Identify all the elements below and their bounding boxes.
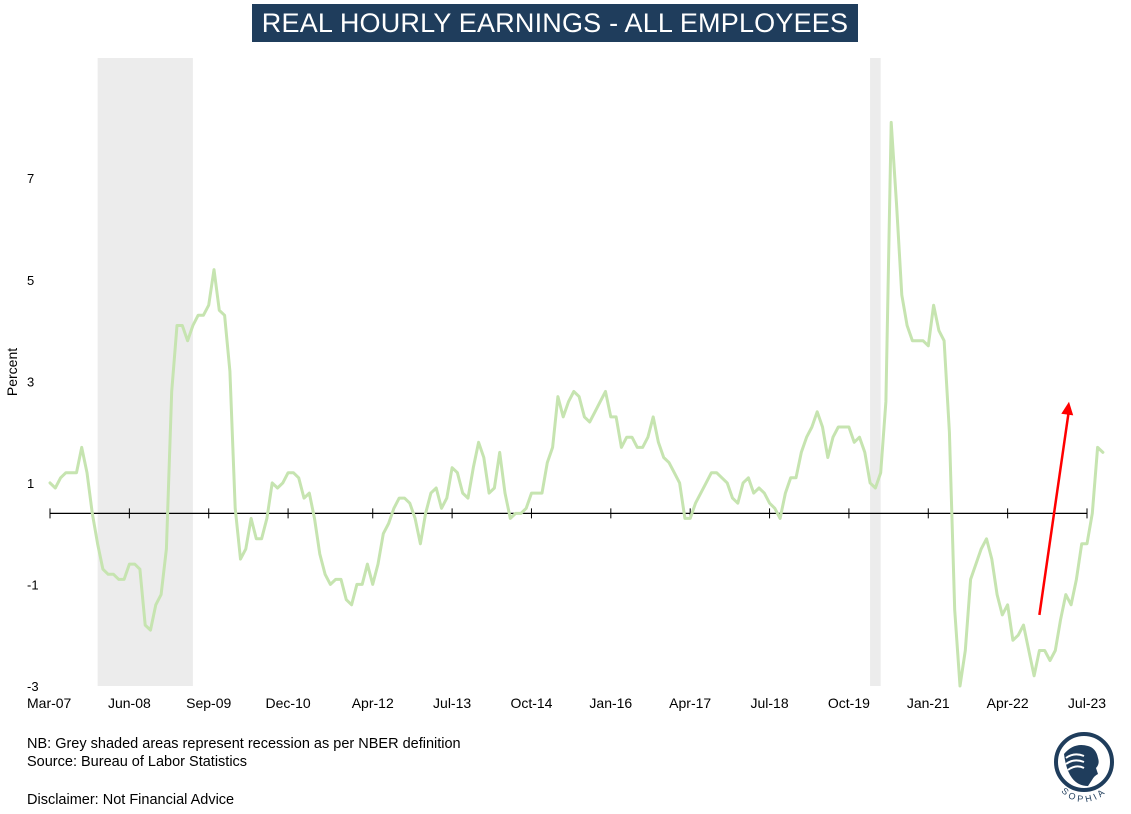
x-tick-label: Jul-18 <box>750 695 788 711</box>
y-axis-label: Percent <box>4 347 20 397</box>
x-tick-label: Mar-07 <box>27 695 72 711</box>
x-tick-label: Oct-19 <box>828 695 870 711</box>
x-tick-label: Jul-13 <box>433 695 471 711</box>
y-tick-label: 3 <box>27 374 34 389</box>
x-tick-label: Jun-08 <box>108 695 151 711</box>
annotation-arrow <box>1038 409 1071 616</box>
nb-footnote: NB: Grey shaded areas represent recessio… <box>27 736 461 752</box>
x-tick-label: Sep-09 <box>186 695 231 711</box>
x-tick-label: Apr-12 <box>352 695 394 711</box>
disclaimer-footnote: Disclaimer: Not Financial Advice <box>27 792 235 808</box>
x-tick-label: Jan-16 <box>589 695 632 711</box>
annotation-arrowhead <box>1061 401 1074 416</box>
x-tick-label: Jul-23 <box>1068 695 1106 711</box>
x-tick-label: Apr-17 <box>669 695 711 711</box>
chart-title: REAL HOURLY EARNINGS - ALL EMPLOYEES <box>252 4 858 42</box>
y-tick-label: 1 <box>27 476 34 491</box>
x-tick-label: Dec-10 <box>266 695 311 711</box>
x-tick-label: Jan-21 <box>907 695 950 711</box>
source-footnote: Source: Bureau of Labor Statistics <box>27 754 248 770</box>
series-line <box>48 120 1105 688</box>
y-tick-label: 7 <box>27 171 34 186</box>
x-tick-label: Oct-14 <box>510 695 552 711</box>
y-tick-label: -1 <box>27 577 39 592</box>
y-tick-label: 5 <box>27 273 34 288</box>
x-tick-label: Apr-22 <box>987 695 1029 711</box>
recession-band <box>97 58 193 686</box>
y-tick-label: -3 <box>27 679 39 694</box>
sophia-logo-icon: SOPHIA <box>1044 728 1124 813</box>
recession-band <box>870 58 881 686</box>
